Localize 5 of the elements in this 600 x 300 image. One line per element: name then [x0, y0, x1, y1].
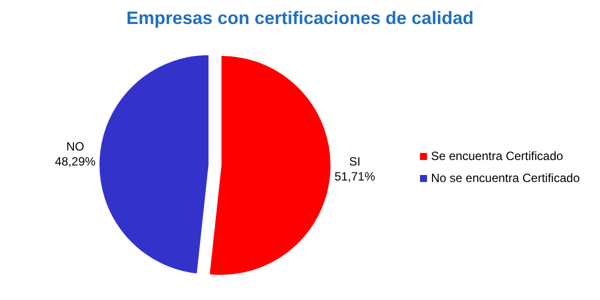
chart-title: Empresas con certificaciones de calidad — [126, 8, 474, 28]
legend-label: No se encuentra Certificado — [431, 171, 580, 185]
data-label: NO 48,29% — [54, 139, 96, 168]
legend-label: Se encuentra Certificado — [431, 149, 564, 163]
data-label: SI 51,71% — [334, 154, 376, 184]
